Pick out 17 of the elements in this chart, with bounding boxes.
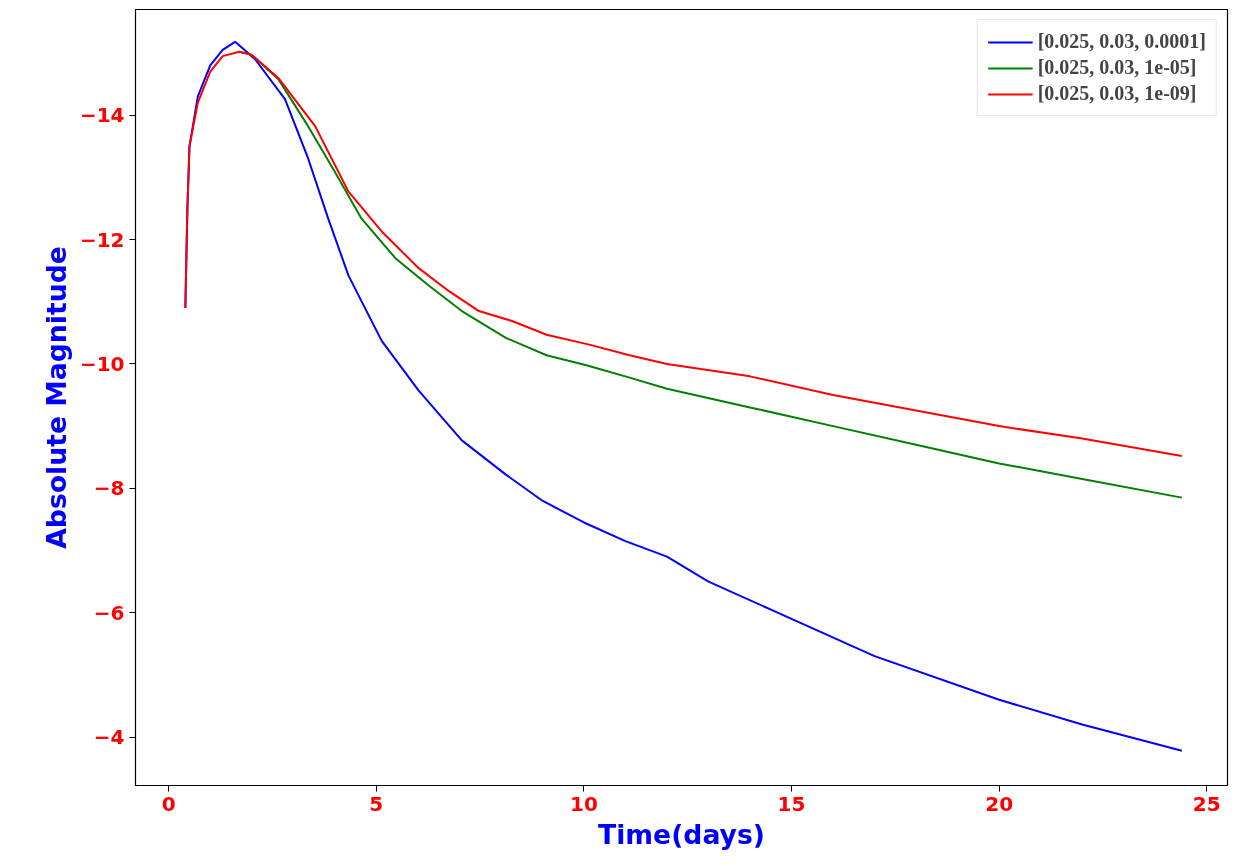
y-tick-label: −10 xyxy=(79,351,125,376)
x-tick-label: 5 xyxy=(369,791,384,816)
y-tick-label: −6 xyxy=(93,600,125,625)
x-tick-label: 25 xyxy=(1192,791,1221,816)
y-tick-label: −12 xyxy=(79,227,125,252)
y-tick-label: −14 xyxy=(79,103,125,128)
y-axis-title: Absolute Magnitude xyxy=(40,246,72,549)
x-tick-label: 10 xyxy=(570,791,598,816)
y-tick-label: −8 xyxy=(93,476,125,501)
x-tick-label: 15 xyxy=(777,791,806,816)
legend-label: [0.025, 0.03, 0.0001] xyxy=(1037,30,1206,53)
y-tick-label: −4 xyxy=(93,725,125,749)
x-tick-label: 0 xyxy=(161,791,176,816)
legend-label: [0.025, 0.03, 1e-09] xyxy=(1037,82,1197,105)
legend-label: [0.025, 0.03, 1e-05] xyxy=(1037,56,1197,79)
x-axis-title: Time(days) xyxy=(597,818,766,850)
x-tick-label: 20 xyxy=(985,791,1014,816)
